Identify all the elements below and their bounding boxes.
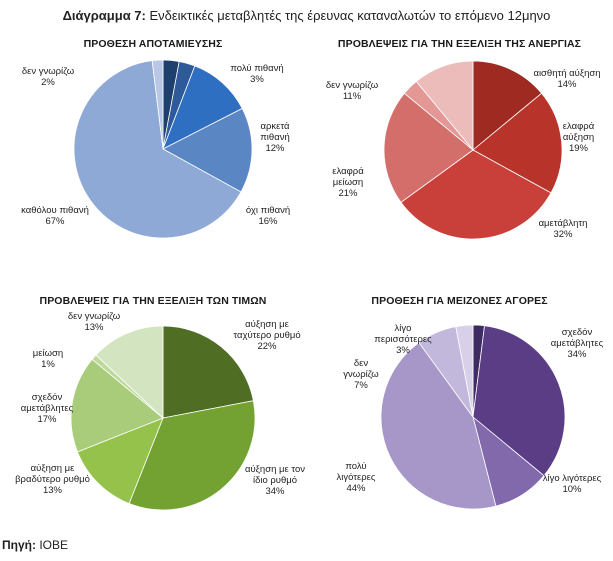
pie-slice-0	[472, 60, 543, 151]
pie-svg	[73, 59, 253, 239]
pie-slice-1	[472, 92, 563, 194]
chart-title: ΠΡΟΘΕΣΗ ΓΙΑ ΜΕΙΖΟΝΕΣ ΑΓΟΡΕΣ	[371, 295, 548, 307]
figure-title-bold: Διάγραμμα 7:	[62, 8, 146, 23]
label-very-likely: πολύ πιθανή 3%	[230, 63, 284, 85]
chart-title: ΠΡΟΒΛΕΨΕΙΣ ΓΙΑ ΤΗΝ ΕΞΕΛΙΞΗ ΤΩΝ ΤΙΜΩΝ	[39, 295, 267, 307]
source-note: Πηγή: IOBE	[2, 538, 68, 552]
label-not-likely: όχι πιθανή 16%	[245, 205, 291, 227]
pie-slice-3	[383, 92, 474, 203]
pie-svg	[383, 60, 563, 240]
pie-slice-5	[455, 324, 474, 418]
source-label: Πηγή:	[2, 538, 36, 552]
pie-svg	[70, 325, 256, 511]
label-dont-know: δεν γνωρίζω 13%	[67, 311, 121, 333]
pie-slice-3	[380, 342, 497, 510]
label-dont-know: δεν γνωρίζω 11%	[325, 80, 379, 102]
label-slightly-more: λίγο περισσότερες 3%	[374, 323, 432, 356]
label-not-at-all-likely: καθόλου πιθανή 67%	[21, 205, 89, 227]
pie-slice-3	[162, 107, 253, 193]
figure-title-text: Ενδεικτικές μεταβλητές της έρευνας καταν…	[145, 8, 551, 23]
pie-slice-5	[95, 325, 164, 419]
pie-chart-savings-intention: ΠΡΟΘΕΣΗ ΑΠΟΤΑΜΙΕΥΣΗΣ πολύ πιθανή 3% αρκετ…	[0, 38, 306, 258]
pie-slice-3	[70, 358, 164, 453]
label-almost-unchanged: σχεδόν αμετάβλητες 34%	[550, 327, 604, 360]
pie-chart-major-purchases-intention: ΠΡΟΘΕΣΗ ΓΙΑ ΜΕΙΖΟΝΕΣ ΑΓΟΡΕΣ σχεδόν αμετά…	[306, 295, 613, 530]
chart-title: ΠΡΟΘΕΣΗ ΑΠΟΤΑΜΙΕΥΣΗΣ	[83, 38, 223, 50]
label-much-fewer: πολύ λιγότερες 44%	[336, 461, 376, 494]
pie-svg	[380, 324, 566, 510]
label-sharp-increase: αισθητή αύξηση 14%	[533, 68, 601, 90]
source-text: IOBE	[36, 538, 69, 552]
label-slight-decrease: ελαφρά μείωση 21%	[332, 166, 364, 199]
label-faster-increase: αύξηση με ταχύτερο ρυθμό 22%	[233, 319, 301, 352]
label-same-rate-increase: αύξηση με τον ίδιο ρυθμό 34%	[244, 464, 305, 497]
pie-slice-4	[73, 60, 242, 239]
label-dont-know: δεν γνωρίζω 2%	[21, 66, 75, 88]
pie-slice-2	[400, 149, 552, 240]
label-slightly-fewer: λίγο λιγότερες 10%	[542, 473, 602, 495]
pie-slice-1	[472, 325, 566, 477]
pie-chart-prices-forecast: ΠΡΟΒΛΕΨΕΙΣ ΓΙΑ ΤΗΝ ΕΞΕΛΙΞΗ ΤΩΝ ΤΙΜΩΝ αύξ…	[0, 295, 306, 530]
chart-title: ΠΡΟΒΛΕΨΕΙΣ ΓΙΑ ΤΗΝ ΕΞΕΛΙΞΗ ΤΗΣ ΑΝΕΡΓΙΑΣ	[337, 38, 582, 50]
label-slight-increase: ελαφρά αύξηση 19%	[562, 121, 595, 154]
pie-slice-0	[162, 325, 254, 419]
pie-slice-5	[415, 60, 474, 152]
pie-slice-2	[76, 417, 164, 505]
label-dont-know: δεν γνωρίζω 7%	[343, 358, 379, 391]
pie-slice-5	[151, 59, 164, 150]
pie-slice-1	[128, 400, 256, 511]
pie-chart-unemployment-forecast: ΠΡΟΒΛΕΨΕΙΣ ΓΙΑ ΤΗΝ ΕΞΕΛΙΞΗ ΤΗΣ ΑΝΕΡΓΙΑΣ …	[306, 38, 613, 258]
figure-title: Διάγραμμα 7: Ενδεικτικές μεταβλητές της …	[0, 8, 613, 23]
pie-slice-2	[162, 65, 243, 150]
label-almost-unchanged: σχεδόν αμετάβλητες 17%	[20, 392, 74, 425]
label-unchanged: αμετάβλητη 32%	[538, 218, 588, 240]
label-fairly-likely: αρκετά πιθανή 12%	[260, 121, 290, 154]
label-slower-increase: αύξηση με βραδύτερο ρυθμό 13%	[15, 463, 90, 496]
label-decrease: μείωση 1%	[32, 348, 64, 370]
